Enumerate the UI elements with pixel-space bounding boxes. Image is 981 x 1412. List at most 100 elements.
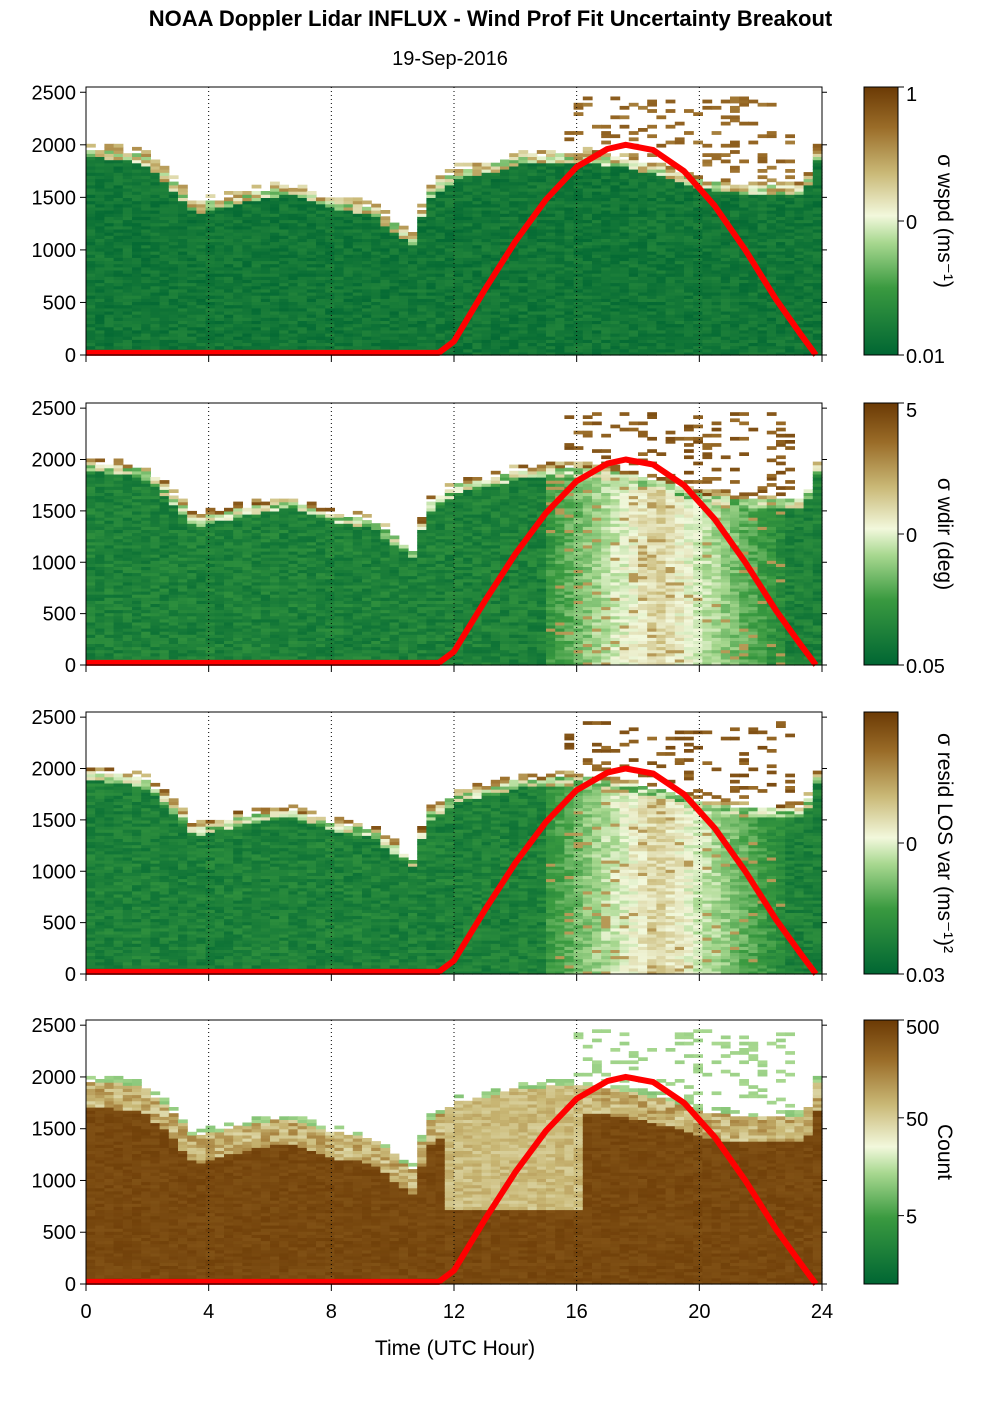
- heatmap-cell: [279, 251, 289, 255]
- heatmap-cell: [426, 235, 437, 239]
- heatmap-cell: [122, 276, 133, 280]
- heatmap-cell: [500, 206, 510, 211]
- heatmap-cell: [95, 269, 105, 274]
- heatmap-cell: [260, 197, 271, 202]
- heatmap-cell: [233, 336, 243, 340]
- heatmap-cell: [104, 339, 115, 343]
- heatmap-cell: [500, 194, 510, 198]
- heatmap-cell: [481, 244, 492, 249]
- heatmap-cell: [509, 307, 519, 312]
- heatmap-cell: [362, 269, 372, 274]
- heatmap-cell: [214, 263, 225, 268]
- heatmap-cell: [168, 320, 179, 325]
- heatmap-cell: [168, 216, 179, 221]
- heatmap-cell: [279, 263, 289, 268]
- heatmap-cell: [500, 228, 510, 233]
- heatmap-cell: [343, 320, 354, 325]
- heatmap-cell: [435, 291, 446, 296]
- heatmap-cell: [205, 238, 216, 243]
- heatmap-cell: [426, 247, 437, 252]
- heatmap-cell: [95, 191, 105, 195]
- heatmap-cell: [481, 279, 492, 284]
- heatmap-cell: [435, 213, 446, 217]
- heatmap-cell: [564, 184, 575, 189]
- heatmap-cell: [398, 232, 409, 236]
- heatmap-cell: [113, 172, 124, 176]
- heatmap-cell: [95, 314, 105, 318]
- heatmap-cell: [463, 187, 473, 192]
- heatmap-cell: [527, 279, 538, 284]
- heatmap-cell: [150, 257, 161, 262]
- heatmap-cell: [417, 210, 427, 214]
- heatmap-cell: [573, 200, 584, 205]
- heatmap-cell: [564, 131, 575, 135]
- heatmap-cell: [472, 162, 483, 167]
- heatmap-cell: [408, 269, 418, 274]
- heatmap-cell: [435, 263, 446, 268]
- heatmap-cell: [270, 251, 280, 255]
- heatmap-cell: [352, 332, 363, 337]
- heatmap-cell: [150, 228, 161, 233]
- heatmap-cell: [546, 323, 556, 328]
- heatmap-cell: [408, 298, 418, 302]
- heatmap-cell: [555, 339, 565, 343]
- heatmap-cell: [233, 273, 243, 277]
- heatmap-cell: [288, 288, 299, 293]
- heatmap-cell: [444, 169, 455, 173]
- heatmap-cell: [398, 304, 409, 309]
- heatmap-cell: [187, 282, 197, 287]
- heatmap-cell: [380, 317, 391, 321]
- heatmap-cell: [334, 206, 345, 211]
- heatmap-cell: [435, 285, 446, 290]
- heatmap-cell: [490, 317, 501, 321]
- heatmap-cell: [159, 307, 170, 312]
- heatmap-cell: [150, 273, 161, 277]
- heatmap-cell: [122, 317, 133, 321]
- heatmap-cell: [444, 213, 455, 217]
- heatmap-cell: [104, 210, 115, 214]
- heatmap-cell: [150, 310, 161, 315]
- heatmap-cell: [555, 172, 565, 176]
- heatmap-cell: [398, 279, 409, 284]
- heatmap-cell: [132, 301, 142, 306]
- heatmap-cell: [536, 301, 547, 306]
- heatmap-cell: [122, 203, 133, 208]
- heatmap-cell: [141, 225, 151, 230]
- heatmap-cell: [187, 336, 197, 340]
- heatmap-cell: [260, 244, 271, 249]
- heatmap-cell: [95, 307, 105, 312]
- heatmap-cell: [564, 276, 575, 280]
- heatmap-cell: [104, 222, 115, 227]
- heatmap-cell: [113, 244, 124, 249]
- heatmap-cell: [270, 298, 280, 302]
- heatmap-cell: [86, 203, 96, 208]
- heatmap-cell: [564, 266, 575, 271]
- heatmap-cell: [435, 203, 446, 208]
- heatmap-cell: [288, 251, 299, 255]
- heatmap-cell: [251, 260, 262, 265]
- heatmap-cell: [122, 254, 133, 258]
- heatmap-cell: [270, 276, 280, 280]
- heatmap-cell: [122, 178, 133, 183]
- heatmap-cell: [785, 181, 795, 186]
- heatmap-cell: [564, 307, 575, 312]
- heatmap-cell: [472, 326, 483, 331]
- heatmap-cell: [766, 131, 777, 135]
- heatmap-cell: [371, 285, 381, 290]
- heatmap-cell: [187, 241, 197, 246]
- heatmap-cell: [288, 241, 299, 246]
- heatmap-cell: [233, 213, 243, 217]
- heatmap-cell: [472, 203, 483, 208]
- heatmap-cell: [242, 291, 253, 296]
- heatmap-cell: [564, 342, 575, 347]
- heatmap-cell: [490, 279, 501, 284]
- heatmap-cell: [187, 235, 197, 239]
- heatmap-cell: [270, 295, 280, 299]
- heatmap-cell: [389, 247, 400, 252]
- heatmap-cell: [122, 295, 133, 299]
- heatmap-cell: [196, 279, 207, 284]
- heatmap-cell: [371, 225, 381, 230]
- heatmap-cell: [233, 285, 243, 290]
- heatmap-cell: [500, 282, 510, 287]
- heatmap-cell: [472, 279, 483, 284]
